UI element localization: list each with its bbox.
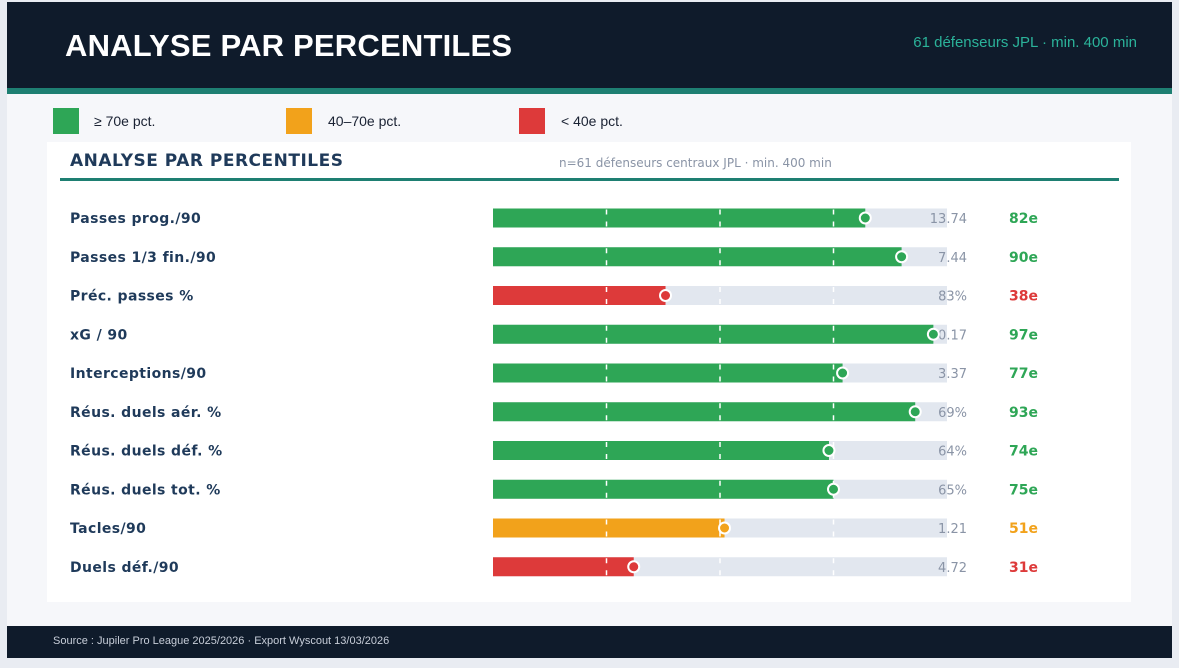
legend-label-mid: 40–70e pct. <box>328 113 402 129</box>
footer-source: Source : Jupiler Pro League 2025/2026 · … <box>53 635 390 647</box>
legend-swatch-low <box>519 108 545 134</box>
metric-label: Interceptions/90 <box>70 366 207 382</box>
percentile-label: 51e <box>1009 521 1038 537</box>
legend-swatch-mid <box>286 108 312 134</box>
value-marker <box>822 444 836 457</box>
value-marker <box>908 405 922 419</box>
raw-value: 83% <box>938 290 967 305</box>
value-marker <box>827 482 840 496</box>
bar-fill <box>493 557 634 577</box>
percentile-label: 74e <box>1009 444 1038 460</box>
raw-value: 69% <box>938 406 967 421</box>
chart-subtitle: n=61 défenseurs centraux JPL · min. 400 … <box>559 156 832 170</box>
raw-value: 7.44 <box>938 251 967 266</box>
metric-label: Duels déf./90 <box>70 560 179 576</box>
legend-swatch-high <box>53 108 79 134</box>
footer-bar: Source : Jupiler Pro League 2025/2026 · … <box>7 626 1172 658</box>
raw-value: 0.17 <box>938 328 967 343</box>
percentile-label: 75e <box>1009 482 1038 498</box>
bar-fill <box>493 518 725 538</box>
metric-label: Passes 1/3 fin./90 <box>70 250 216 266</box>
metric-label: Tacles/90 <box>70 521 146 537</box>
value-marker <box>858 211 872 225</box>
chart-panel: ANALYSE PAR PERCENTILES n=61 défenseurs … <box>47 142 1131 602</box>
percentile-label: 93e <box>1009 405 1038 421</box>
metric-label: Réus. duels tot. % <box>70 482 221 498</box>
bar-fill <box>493 402 916 422</box>
value-marker <box>926 327 940 341</box>
header-bar: ANALYSE PAR PERCENTILES 61 défenseurs JP… <box>7 2 1172 88</box>
bar-fill <box>493 208 866 228</box>
value-marker <box>895 250 909 264</box>
metric-label: Préc. passes % <box>70 289 194 305</box>
bar-fill <box>493 324 934 344</box>
value-marker <box>836 366 850 380</box>
chart-title-rule <box>60 178 1119 181</box>
percentile-label: 38e <box>1009 289 1038 305</box>
raw-value: 3.37 <box>938 367 967 382</box>
metric-label: xG / 90 <box>70 327 128 343</box>
bar-fill <box>493 286 666 305</box>
value-marker <box>627 560 641 574</box>
chart-title: ANALYSE PAR PERCENTILES <box>70 151 343 171</box>
bar-fill <box>493 247 902 267</box>
metric-label: Passes prog./90 <box>70 211 201 227</box>
bar-fill <box>493 441 829 460</box>
raw-value: 1.21 <box>938 522 967 537</box>
metric-label: Réus. duels déf. % <box>70 444 223 460</box>
bar-fill <box>493 363 843 383</box>
bar-fill <box>493 479 834 499</box>
metric-label: Réus. duels aér. % <box>70 405 222 421</box>
legend-label-high: ≥ 70e pct. <box>94 113 156 129</box>
raw-value: 65% <box>938 483 967 498</box>
raw-value: 13.74 <box>930 212 967 227</box>
percentile-label: 77e <box>1009 366 1038 382</box>
raw-value: 4.72 <box>938 561 967 576</box>
percentile-label: 31e <box>1009 560 1038 576</box>
percentile-label: 97e <box>1009 327 1038 343</box>
value-marker <box>659 289 673 302</box>
page-title: ANALYSE PAR PERCENTILES <box>65 28 513 63</box>
percentile-label: 90e <box>1009 250 1038 266</box>
legend-label-low: < 40e pct. <box>561 113 623 129</box>
header-accent-stripe <box>7 88 1172 94</box>
percentile-chart: ANALYSE PAR PERCENTILES n=61 défenseurs … <box>60 151 1119 577</box>
percentile-label: 82e <box>1009 211 1038 227</box>
header-subtitle: 61 défenseurs JPL · min. 400 min <box>913 34 1137 51</box>
value-marker <box>718 521 732 535</box>
raw-value: 64% <box>938 445 967 460</box>
report-frame: ANALYSE PAR PERCENTILES 61 défenseurs JP… <box>7 2 1172 658</box>
